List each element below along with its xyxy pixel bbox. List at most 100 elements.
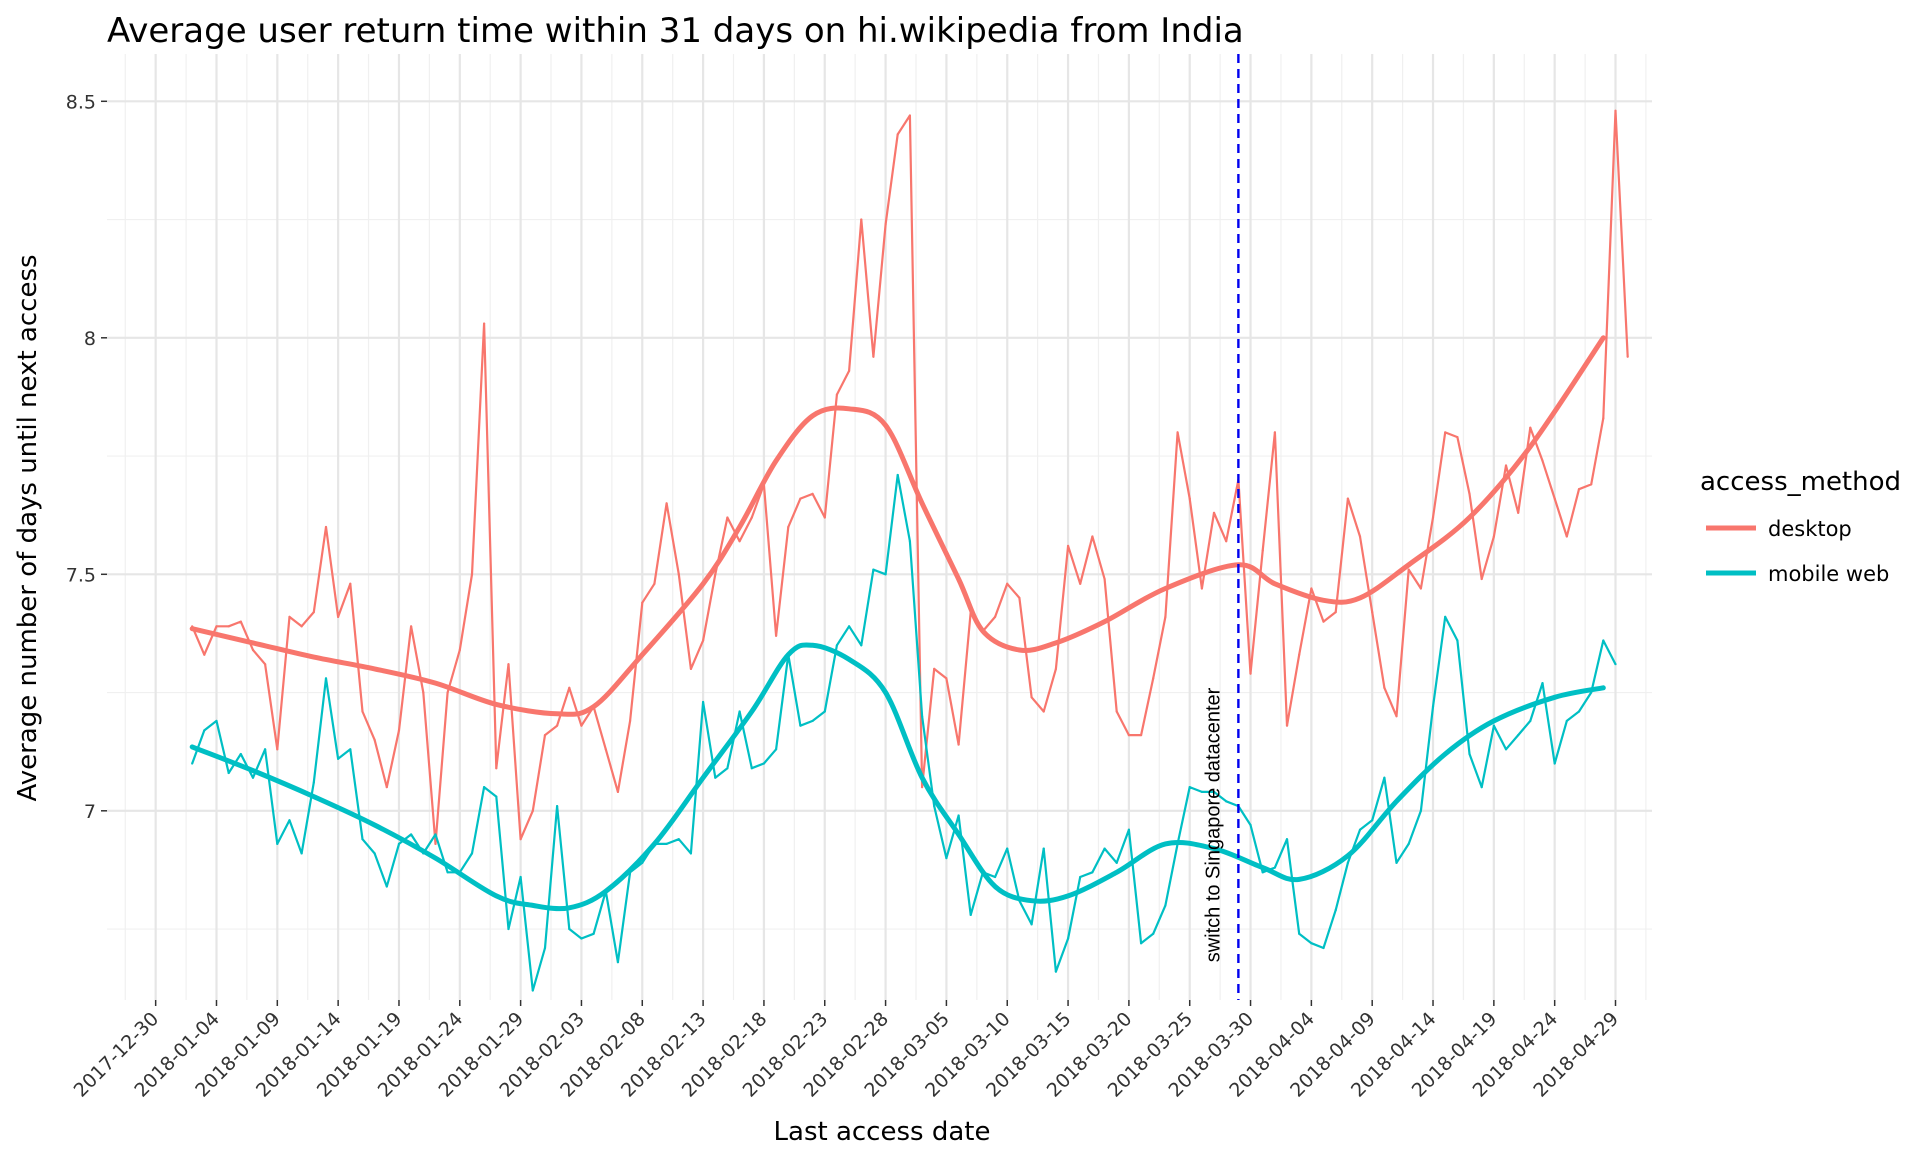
data-point-mobile-web xyxy=(835,644,839,647)
data-point-desktop xyxy=(1127,734,1130,737)
data-point-desktop xyxy=(993,615,997,618)
data-point-mobile-web xyxy=(1480,786,1483,789)
data-point-mobile-web xyxy=(215,719,218,723)
data-point-desktop xyxy=(641,601,644,604)
data-point-mobile-web xyxy=(312,781,315,784)
data-point-desktop xyxy=(1249,672,1252,675)
legend-label-desktop: desktop xyxy=(1768,517,1852,541)
data-point-desktop xyxy=(896,133,899,136)
data-point-desktop xyxy=(1358,535,1362,538)
data-point-desktop xyxy=(1298,653,1301,656)
data-point-desktop xyxy=(312,611,315,614)
data-point-mobile-web xyxy=(1553,762,1556,765)
data-point-mobile-web xyxy=(410,833,413,836)
data-point-desktop xyxy=(288,615,291,618)
data-point-mobile-web xyxy=(665,842,668,846)
y-tick-label: 7.5 xyxy=(66,564,96,586)
data-point-desktop xyxy=(580,724,583,727)
data-point-desktop xyxy=(519,838,522,841)
data-point-desktop xyxy=(556,724,559,727)
data-point-mobile-web xyxy=(385,885,388,888)
data-point-desktop xyxy=(629,719,632,723)
data-point-mobile-web xyxy=(1444,615,1447,618)
data-point-desktop xyxy=(1517,511,1520,514)
data-point-desktop xyxy=(1395,715,1398,718)
major-gridlines xyxy=(107,54,1652,1000)
data-point-desktop xyxy=(1407,568,1410,571)
data-point-desktop xyxy=(1054,667,1057,671)
data-point-mobile-web xyxy=(1115,861,1118,864)
data-point-mobile-web xyxy=(592,932,595,935)
data-point-desktop xyxy=(300,625,303,628)
data-point-mobile-web xyxy=(616,961,620,964)
data-point-desktop xyxy=(1042,710,1045,713)
data-point-mobile-web xyxy=(1042,847,1045,850)
data-point-mobile-web xyxy=(349,748,352,751)
data-point-mobile-web xyxy=(847,625,851,628)
y-tick-label: 8 xyxy=(84,328,96,350)
data-point-mobile-web xyxy=(702,700,705,704)
data-point-desktop xyxy=(1444,431,1447,434)
data-point-desktop xyxy=(1577,488,1581,491)
data-point-desktop xyxy=(1541,459,1544,462)
series-line-mobile-web xyxy=(191,473,1617,992)
data-point-mobile-web xyxy=(1030,923,1033,926)
data-point-desktop xyxy=(337,615,340,618)
data-point-desktop xyxy=(1188,497,1191,500)
data-point-desktop xyxy=(1273,431,1276,434)
data-point-mobile-web xyxy=(568,927,571,931)
data-point-mobile-web xyxy=(519,875,522,879)
data-point-mobile-web xyxy=(1383,776,1386,779)
data-point-desktop xyxy=(1383,686,1386,689)
data-point-desktop xyxy=(677,573,680,576)
data-point-mobile-web xyxy=(434,833,437,836)
data-point-mobile-web xyxy=(1054,970,1057,973)
y-tick-label: 8.5 xyxy=(66,91,96,113)
data-point-desktop xyxy=(835,393,839,396)
data-point-desktop xyxy=(422,691,425,694)
data-point-desktop xyxy=(251,648,255,652)
data-point-desktop xyxy=(774,634,778,637)
data-point-desktop xyxy=(702,639,705,642)
data-point-desktop xyxy=(1091,535,1094,538)
data-point-desktop xyxy=(1553,497,1556,500)
data-point-desktop xyxy=(227,625,230,628)
data-point-mobile-web xyxy=(1529,719,1532,723)
data-point-desktop xyxy=(1614,109,1617,112)
data-point-desktop xyxy=(276,748,279,751)
data-point-desktop xyxy=(1152,677,1155,680)
data-point-mobile-web xyxy=(1456,639,1459,642)
data-point-desktop xyxy=(543,734,547,737)
data-point-desktop xyxy=(653,582,656,585)
data-point-mobile-web xyxy=(762,762,766,765)
data-point-desktop xyxy=(1164,615,1167,618)
data-point-mobile-web xyxy=(957,814,960,817)
data-point-desktop xyxy=(446,691,449,694)
data-point-mobile-web xyxy=(203,729,206,732)
data-point-desktop xyxy=(1285,724,1289,727)
data-point-desktop xyxy=(957,743,960,746)
data-point-mobile-web xyxy=(1407,842,1410,846)
data-point-desktop xyxy=(1602,417,1605,420)
data-point-desktop xyxy=(1431,516,1435,519)
data-point-mobile-web xyxy=(1298,932,1301,935)
data-point-mobile-web xyxy=(1091,871,1094,874)
data-point-desktop xyxy=(1310,587,1313,590)
data-point-mobile-web xyxy=(324,677,328,680)
data-point-desktop xyxy=(1066,544,1070,548)
data-point-mobile-web xyxy=(227,771,230,775)
data-point-desktop xyxy=(823,516,826,519)
data-point-mobile-web xyxy=(507,927,510,931)
data-point-desktop xyxy=(689,667,693,671)
data-point-mobile-web xyxy=(1188,786,1191,789)
data-point-desktop xyxy=(373,738,376,741)
data-point-desktop xyxy=(1492,535,1495,538)
data-point-mobile-web xyxy=(738,710,741,713)
data-point-desktop xyxy=(434,842,437,846)
data-point-mobile-web xyxy=(1577,710,1581,713)
data-point-desktop xyxy=(397,729,401,732)
data-point-desktop xyxy=(920,786,924,789)
data-point-mobile-web xyxy=(1358,828,1362,831)
data-point-mobile-web xyxy=(300,852,303,855)
data-point-mobile-web xyxy=(446,871,449,874)
